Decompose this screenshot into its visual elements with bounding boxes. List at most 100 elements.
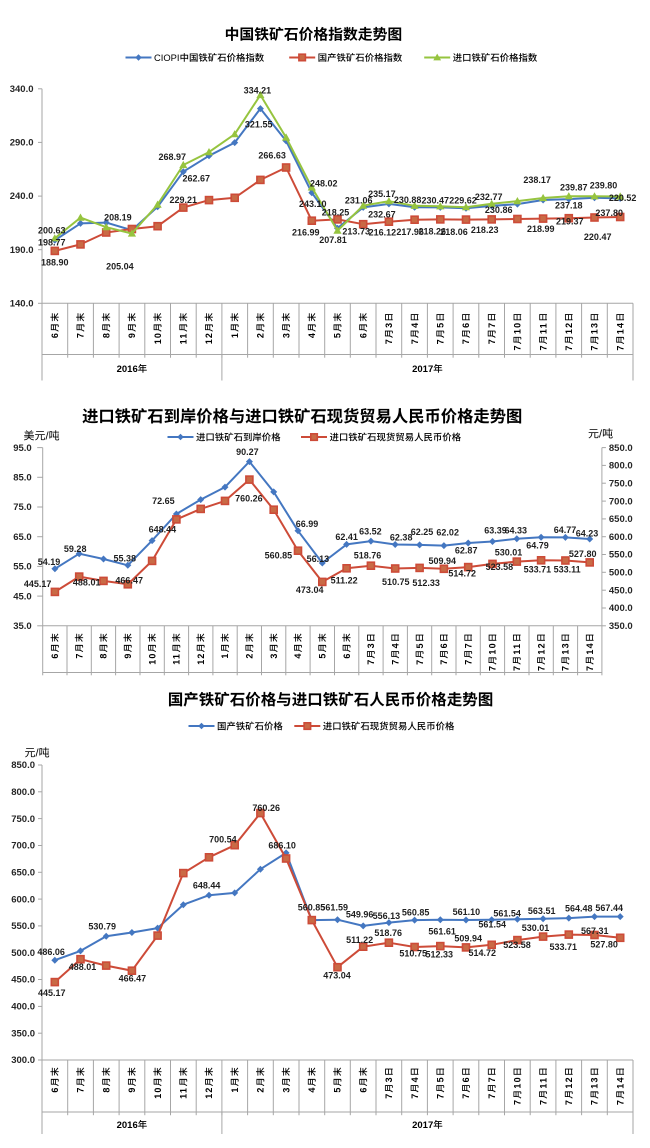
svg-text:7: 7 — [538, 1099, 548, 1105]
svg-text:6: 6 — [50, 332, 60, 338]
svg-text:8: 8 — [101, 1086, 111, 1092]
svg-text:262.67: 262.67 — [183, 174, 211, 184]
svg-text:218.25: 218.25 — [322, 207, 350, 217]
svg-text:7: 7 — [410, 1093, 420, 1099]
svg-text:4: 4 — [307, 332, 317, 338]
svg-text:7: 7 — [487, 1076, 497, 1082]
svg-text:567.31: 567.31 — [581, 926, 609, 936]
svg-text:75.0: 75.0 — [13, 502, 32, 513]
svg-text:207.81: 207.81 — [319, 235, 347, 245]
svg-text:140.0: 140.0 — [10, 299, 34, 310]
svg-text:235.17: 235.17 — [368, 189, 396, 199]
svg-text:11: 11 — [179, 332, 189, 344]
svg-text:466.47: 466.47 — [119, 974, 147, 984]
svg-text:3: 3 — [366, 642, 376, 648]
svg-text:350.0: 350.0 — [609, 621, 633, 632]
svg-text:3: 3 — [281, 332, 291, 338]
svg-text:648.44: 648.44 — [193, 880, 221, 890]
svg-text:7: 7 — [76, 1086, 86, 1092]
svg-text:7: 7 — [590, 1099, 600, 1105]
svg-text:188.90: 188.90 — [41, 257, 69, 267]
svg-text:220.47: 220.47 — [584, 232, 612, 242]
svg-text:218.99: 218.99 — [527, 224, 555, 234]
svg-text:56.13: 56.13 — [307, 554, 330, 564]
svg-text:486.06: 486.06 — [37, 947, 65, 957]
svg-text:7: 7 — [590, 344, 600, 350]
svg-text:217.96: 217.96 — [396, 227, 424, 237]
svg-text:7: 7 — [564, 344, 574, 350]
svg-text:560.85: 560.85 — [298, 903, 326, 913]
svg-text:12: 12 — [204, 1086, 214, 1098]
svg-text:12: 12 — [536, 642, 546, 654]
svg-text:6: 6 — [50, 652, 60, 658]
svg-text:2016: 2016 — [117, 1120, 138, 1131]
svg-text:62.38: 62.38 — [390, 533, 413, 543]
svg-text:650.0: 650.0 — [11, 868, 35, 879]
svg-text:9: 9 — [127, 1086, 137, 1092]
svg-text:1: 1 — [230, 1086, 240, 1092]
svg-text:750.0: 750.0 — [609, 478, 633, 489]
svg-text:561.54: 561.54 — [493, 908, 521, 918]
svg-text:488.01: 488.01 — [73, 578, 101, 588]
svg-text:1: 1 — [220, 652, 230, 658]
svg-text:59.28: 59.28 — [64, 544, 87, 554]
svg-text:7: 7 — [461, 1093, 471, 1099]
svg-text:7: 7 — [512, 665, 522, 671]
svg-text:7: 7 — [487, 322, 497, 328]
svg-text:/: / — [599, 429, 603, 441]
svg-text:7: 7 — [488, 665, 498, 671]
svg-text:5: 5 — [415, 642, 425, 648]
svg-text:45.0: 45.0 — [13, 591, 32, 602]
svg-text:7: 7 — [561, 665, 571, 671]
svg-text:12: 12 — [564, 1076, 574, 1088]
svg-text:230.47: 230.47 — [422, 195, 450, 205]
svg-text:533.71: 533.71 — [550, 942, 578, 952]
svg-text:561.10: 561.10 — [453, 907, 481, 917]
svg-text:7: 7 — [461, 338, 471, 344]
svg-text:7: 7 — [536, 665, 546, 671]
svg-text:11: 11 — [179, 1087, 189, 1099]
svg-text:567.44: 567.44 — [595, 903, 623, 913]
svg-text:239.87: 239.87 — [560, 183, 588, 193]
svg-text:556.13: 556.13 — [373, 911, 401, 921]
svg-text:13: 13 — [590, 1076, 600, 1088]
svg-text:600.0: 600.0 — [609, 532, 633, 543]
svg-text:240.0: 240.0 — [10, 191, 34, 202]
svg-text:2: 2 — [256, 1086, 266, 1092]
svg-text:400.0: 400.0 — [609, 603, 633, 614]
svg-text:3: 3 — [384, 1076, 394, 1082]
svg-text:13: 13 — [590, 322, 600, 334]
svg-text:237.18: 237.18 — [555, 201, 583, 211]
svg-text:7: 7 — [74, 652, 84, 658]
svg-text:334.21: 334.21 — [244, 85, 272, 95]
svg-text:561.54: 561.54 — [478, 920, 506, 930]
svg-text:563.51: 563.51 — [528, 906, 556, 916]
svg-text:64.77: 64.77 — [554, 525, 577, 535]
svg-text:13: 13 — [561, 642, 571, 654]
svg-text:533.11: 533.11 — [554, 565, 581, 575]
svg-text:4: 4 — [293, 652, 303, 658]
svg-text:2016: 2016 — [117, 364, 138, 375]
svg-text:511.22: 511.22 — [331, 575, 358, 585]
svg-text:7: 7 — [436, 338, 446, 344]
svg-text:510.75: 510.75 — [399, 949, 427, 959]
svg-text:700.0: 700.0 — [11, 841, 35, 852]
svg-text:561.61: 561.61 — [428, 926, 456, 936]
svg-text:64.79: 64.79 — [526, 540, 549, 550]
svg-text:350.0: 350.0 — [11, 1028, 35, 1039]
svg-text:800.0: 800.0 — [609, 461, 633, 472]
svg-text:3: 3 — [269, 652, 279, 658]
svg-text:7: 7 — [513, 1099, 523, 1105]
svg-text:500.0: 500.0 — [11, 948, 35, 959]
svg-text:12: 12 — [204, 332, 214, 344]
svg-text:10: 10 — [147, 652, 157, 664]
svg-text:72.65: 72.65 — [152, 496, 175, 506]
svg-text:CIOPI: CIOPI — [154, 52, 180, 63]
svg-text:7: 7 — [366, 659, 376, 665]
svg-text:7: 7 — [538, 344, 548, 350]
svg-text:7: 7 — [487, 1093, 497, 1099]
svg-text:229.62: 229.62 — [449, 196, 477, 206]
svg-text:560.85: 560.85 — [402, 908, 430, 918]
svg-text:66.99: 66.99 — [296, 519, 319, 529]
svg-text:11: 11 — [538, 1077, 548, 1089]
